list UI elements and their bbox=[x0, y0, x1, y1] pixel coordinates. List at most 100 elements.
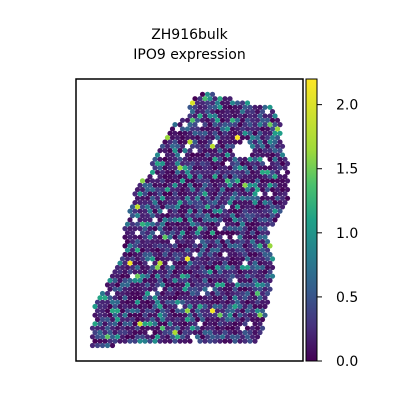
spot-point bbox=[144, 213, 151, 219]
spot-point bbox=[137, 295, 143, 301]
spot-point bbox=[142, 312, 148, 318]
spot-point bbox=[269, 161, 276, 167]
spot-point bbox=[264, 204, 271, 210]
spot-point bbox=[247, 104, 253, 110]
spot-point bbox=[239, 221, 246, 227]
spot-point bbox=[252, 234, 258, 240]
spot-point bbox=[269, 221, 276, 227]
spot-point bbox=[189, 230, 196, 236]
spot-point bbox=[207, 130, 213, 136]
spot-point bbox=[229, 195, 236, 201]
spot-point bbox=[207, 295, 213, 301]
spot-point bbox=[107, 338, 113, 344]
spot-point bbox=[179, 334, 186, 340]
spot-point bbox=[192, 200, 198, 206]
spot-point bbox=[94, 334, 101, 340]
spot-point bbox=[189, 221, 196, 227]
spot-point bbox=[154, 161, 161, 167]
spot-point bbox=[112, 295, 118, 301]
spot-point bbox=[179, 264, 186, 271]
spot-point bbox=[254, 247, 261, 253]
spot-point bbox=[234, 273, 241, 279]
spot-point bbox=[269, 109, 276, 115]
spot-point bbox=[182, 329, 188, 336]
spot-point bbox=[237, 251, 243, 258]
spot-point bbox=[249, 126, 256, 132]
spot-point bbox=[189, 282, 196, 288]
spot-point bbox=[239, 195, 246, 201]
spot-point bbox=[272, 148, 278, 154]
spot-point bbox=[187, 277, 193, 284]
spot-point bbox=[194, 221, 201, 227]
spot-point bbox=[169, 230, 176, 236]
spot-point bbox=[262, 208, 268, 214]
spot-point bbox=[262, 217, 268, 223]
spot-point bbox=[262, 226, 268, 232]
spot-point bbox=[229, 325, 236, 331]
spot-point bbox=[159, 273, 166, 279]
spot-point bbox=[209, 143, 216, 149]
spot-point bbox=[124, 221, 131, 227]
spot-point bbox=[244, 187, 251, 193]
spot-point bbox=[197, 303, 203, 310]
spot-point bbox=[167, 156, 173, 162]
spot-point bbox=[237, 165, 243, 171]
spot-point bbox=[92, 321, 98, 327]
spot-point bbox=[202, 130, 208, 136]
spot-point bbox=[134, 239, 141, 245]
spot-point bbox=[134, 256, 141, 262]
spot-point bbox=[177, 130, 183, 136]
spot-point bbox=[184, 178, 191, 184]
spot-point bbox=[249, 161, 256, 167]
spot-point bbox=[247, 269, 253, 275]
spot-point bbox=[192, 260, 198, 266]
spot-point bbox=[277, 191, 283, 197]
spot-point bbox=[239, 204, 246, 210]
spot-point bbox=[212, 182, 218, 188]
spot-point bbox=[194, 334, 201, 340]
spot-point bbox=[164, 213, 171, 219]
spot-point bbox=[194, 100, 201, 106]
spot-point bbox=[194, 247, 201, 253]
spot-point bbox=[187, 243, 193, 249]
spot-point bbox=[204, 221, 211, 227]
spot-point bbox=[174, 264, 181, 271]
spot-point bbox=[132, 277, 138, 284]
spot-point bbox=[114, 325, 121, 331]
spot-point bbox=[124, 264, 131, 271]
spot-point bbox=[259, 299, 266, 305]
spot-point bbox=[212, 226, 218, 232]
spot-point bbox=[142, 243, 148, 249]
spot-point bbox=[114, 264, 121, 271]
spot-point bbox=[99, 342, 106, 349]
spot-point bbox=[119, 273, 126, 279]
spot-point bbox=[192, 130, 198, 136]
spot-point bbox=[114, 308, 121, 314]
spot-point bbox=[194, 204, 201, 210]
spot-point bbox=[217, 113, 223, 119]
spot-point bbox=[144, 316, 151, 323]
spot-point bbox=[227, 226, 233, 232]
spot-point bbox=[244, 264, 251, 271]
spot-point bbox=[259, 195, 266, 201]
spot-point bbox=[194, 308, 201, 314]
spot-point bbox=[239, 100, 246, 106]
spot-point bbox=[259, 204, 266, 210]
spot-point bbox=[202, 174, 208, 180]
spot-point bbox=[284, 169, 291, 175]
spot-point bbox=[172, 226, 178, 232]
spot-point bbox=[159, 143, 166, 149]
spot-point bbox=[217, 96, 223, 102]
spot-point bbox=[97, 303, 103, 310]
spot-point bbox=[214, 135, 221, 141]
spot-point bbox=[144, 290, 151, 297]
spot-point bbox=[234, 230, 241, 236]
spot-point bbox=[179, 299, 186, 305]
spot-point bbox=[249, 143, 256, 149]
spot-point bbox=[197, 312, 203, 318]
spot-point bbox=[169, 308, 176, 314]
spot-point bbox=[242, 269, 248, 275]
spot-point bbox=[137, 329, 143, 336]
spot-point bbox=[199, 143, 206, 149]
spot-point bbox=[229, 117, 236, 123]
